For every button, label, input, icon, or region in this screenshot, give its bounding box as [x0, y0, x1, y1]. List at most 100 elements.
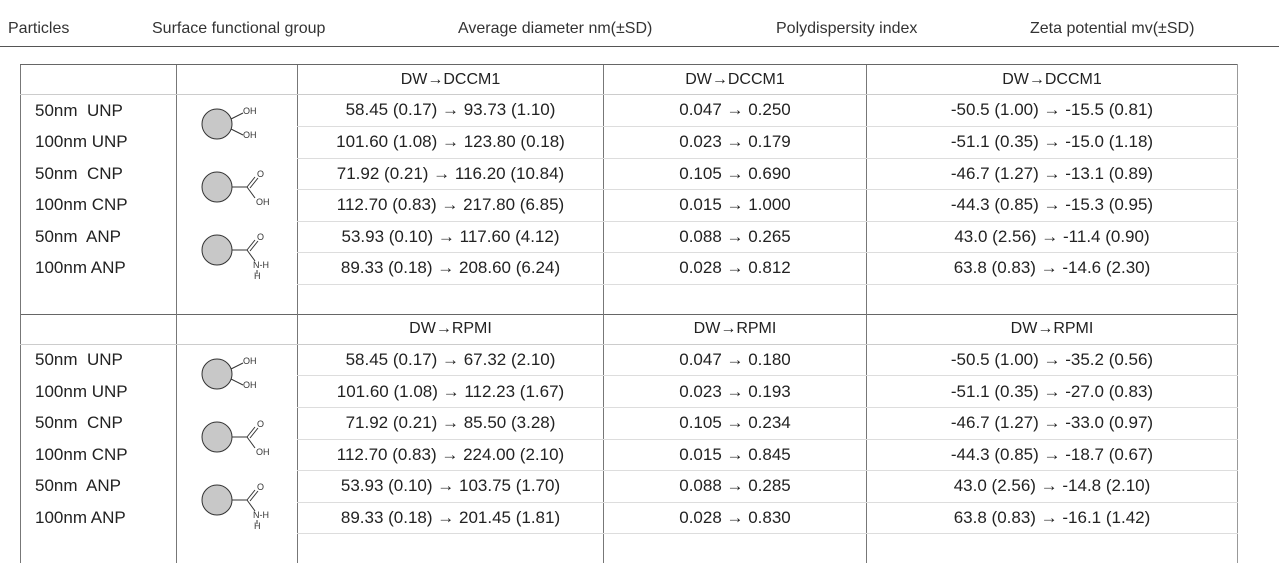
diameter: 89.33 (0.18) → 201.45 (1.81)	[297, 502, 604, 534]
cell	[176, 64, 298, 95]
data-row: 50nm CNP O OH 71.92 (0.21) → 85.50 (3.28) 0.…	[20, 407, 1238, 471]
subheader: DW→DCCM1	[603, 64, 867, 95]
group-icon: O OH	[201, 419, 270, 457]
particle-circle	[201, 358, 233, 389]
particle: 100nm UNP	[20, 375, 177, 408]
pdi: 0.088 → 0.265	[603, 221, 867, 253]
bond	[246, 436, 256, 448]
diameter: 58.45 (0.17) → 67.32 (2.10)	[297, 344, 604, 377]
column-header: Zeta potential mv(±SD)	[1030, 20, 1195, 37]
data-row: 100nm ANP 89.33 (0.18) → 208.60 (6.24) 0.0…	[20, 252, 1238, 285]
pdi: 0.023 → 0.179	[603, 126, 867, 159]
cell	[297, 284, 604, 314]
data-row: 100nm UNP 101.60 (1.08) → 123.80 (0.18) 0.…	[20, 126, 1238, 159]
bond	[230, 362, 244, 369]
cell	[20, 64, 177, 95]
particle: 50nm ANP	[20, 221, 177, 253]
diameter: 112.70 (0.83) → 224.00 (2.10)	[297, 439, 604, 471]
zeta: -50.5 (1.00) → -15.5 (0.81)	[866, 94, 1238, 127]
column-header: Polydispersity index	[776, 20, 918, 37]
group-cell: O OH	[176, 158, 298, 221]
cell	[20, 533, 177, 563]
particle: 50nm ANP	[20, 470, 177, 502]
bond	[230, 378, 244, 385]
cell	[866, 284, 1238, 314]
particle-circle	[201, 171, 233, 203]
bond	[246, 426, 256, 437]
data-row: 100nm CNP 112.70 (0.83) → 224.00 (2.10) 0.…	[20, 439, 1238, 471]
pdi: 0.047 → 0.250	[603, 94, 867, 127]
zeta: -51.1 (0.35) → -15.0 (1.18)	[866, 126, 1238, 159]
atom-label: N-H	[253, 260, 269, 270]
zeta: -51.1 (0.35) → -27.0 (0.83)	[866, 375, 1238, 408]
group-cell: OH OH	[176, 94, 298, 158]
particle: 100nm ANP	[20, 252, 177, 284]
zeta: -44.3 (0.85) → -18.7 (0.67)	[866, 439, 1238, 471]
particle: 100nm CNP	[20, 439, 177, 471]
inner-table: DW→DCCM1 DW→DCCM1 DW→DCCM1 50nm UNP OH OH 58.4…	[20, 64, 1238, 563]
blank-row	[20, 533, 1238, 563]
subheader-row: DW→RPMI DW→RPMI DW→RPMI	[20, 313, 1238, 345]
bond	[246, 176, 256, 188]
group-cell: OH OH	[176, 344, 298, 408]
column-header: Particles	[8, 20, 70, 37]
header-row: Particles Surface functional group Average…	[0, 14, 1279, 47]
group-cell: O N-H H	[176, 221, 298, 284]
subheader: DW→RPMI	[603, 313, 867, 345]
atom-label: OH	[243, 356, 257, 366]
cell	[20, 313, 177, 345]
group-cell: O N-H H	[176, 470, 298, 534]
bond	[249, 427, 259, 438]
particle: 50nm UNP	[20, 94, 177, 127]
diameter: 58.45 (0.17) → 93.73 (1.10)	[297, 94, 604, 127]
pdi: 0.105 → 0.690	[603, 158, 867, 190]
zeta: 63.8 (0.83) → -16.1 (1.42)	[866, 502, 1238, 534]
particle: 100nm CNP	[20, 189, 177, 221]
zeta: 43.0 (2.56) → -14.8 (2.10)	[866, 470, 1238, 503]
zeta: 63.8 (0.83) → -14.6 (2.30)	[866, 252, 1238, 285]
particle: 50nm CNP	[20, 407, 177, 439]
diameter: 53.93 (0.10) → 117.60 (4.12)	[297, 221, 604, 253]
bond	[246, 186, 256, 199]
cell	[176, 533, 298, 563]
diameter: 71.92 (0.21) → 116.20 (10.84)	[297, 158, 604, 190]
data-row: 50nm ANP O N-H H 53.93 (0.10) → 117.60 (4.12…	[20, 221, 1238, 284]
group-icon: O N-HH	[201, 482, 269, 531]
group-cell: O OH	[176, 407, 298, 471]
column-header: Average diameter nm(±SD)	[458, 20, 653, 37]
pdi: 0.105 → 0.234	[603, 407, 867, 440]
pdi: 0.028 → 0.830	[603, 502, 867, 534]
particle-circle	[201, 421, 233, 452]
atom-label: O	[257, 232, 264, 242]
data-row: 100nm UNP 101.60 (1.08) → 112.23 (1.67) 0.…	[20, 375, 1238, 408]
group-icon: OH OH	[201, 356, 257, 390]
diameter: 53.93 (0.10) → 103.75 (1.70)	[297, 470, 604, 503]
subheader-row: DW→DCCM1 DW→DCCM1 DW→DCCM1	[20, 64, 1238, 95]
atom-label: O	[257, 482, 264, 492]
zeta: -46.7 (1.27) → -13.1 (0.89)	[866, 158, 1238, 190]
pdi: 0.047 → 0.180	[603, 344, 867, 377]
zeta: -46.7 (1.27) → -33.0 (0.97)	[866, 407, 1238, 440]
diameter: 112.70 (0.83) → 217.80 (6.85)	[297, 189, 604, 222]
data-row: 100nm CNP 112.70 (0.83) → 217.80 (6.85) 0.…	[20, 189, 1238, 222]
bond	[249, 490, 259, 501]
group-icon: O N-HH	[201, 232, 269, 281]
bond	[246, 239, 256, 251]
subheader: DW→RPMI	[866, 313, 1238, 345]
atom-label: H	[254, 521, 261, 529]
pdi: 0.088 → 0.285	[603, 470, 867, 503]
bond	[249, 240, 259, 252]
data-row: 50nm CNP O OH 71.92 (0.21) → 116.20 (10.84)…	[20, 158, 1238, 221]
bond	[249, 177, 259, 189]
data-row: 100nm ANP 89.33 (0.18) → 201.45 (1.81) 0.0…	[20, 502, 1238, 534]
subheader: DW→RPMI	[297, 313, 604, 345]
bond	[230, 128, 244, 136]
cell	[297, 533, 604, 563]
cell	[176, 284, 298, 314]
diameter: 71.92 (0.21) → 85.50 (3.28)	[297, 407, 604, 440]
atom-label: O	[257, 169, 264, 179]
particle-circle	[201, 108, 233, 140]
cell	[20, 284, 177, 314]
cell	[603, 533, 867, 563]
